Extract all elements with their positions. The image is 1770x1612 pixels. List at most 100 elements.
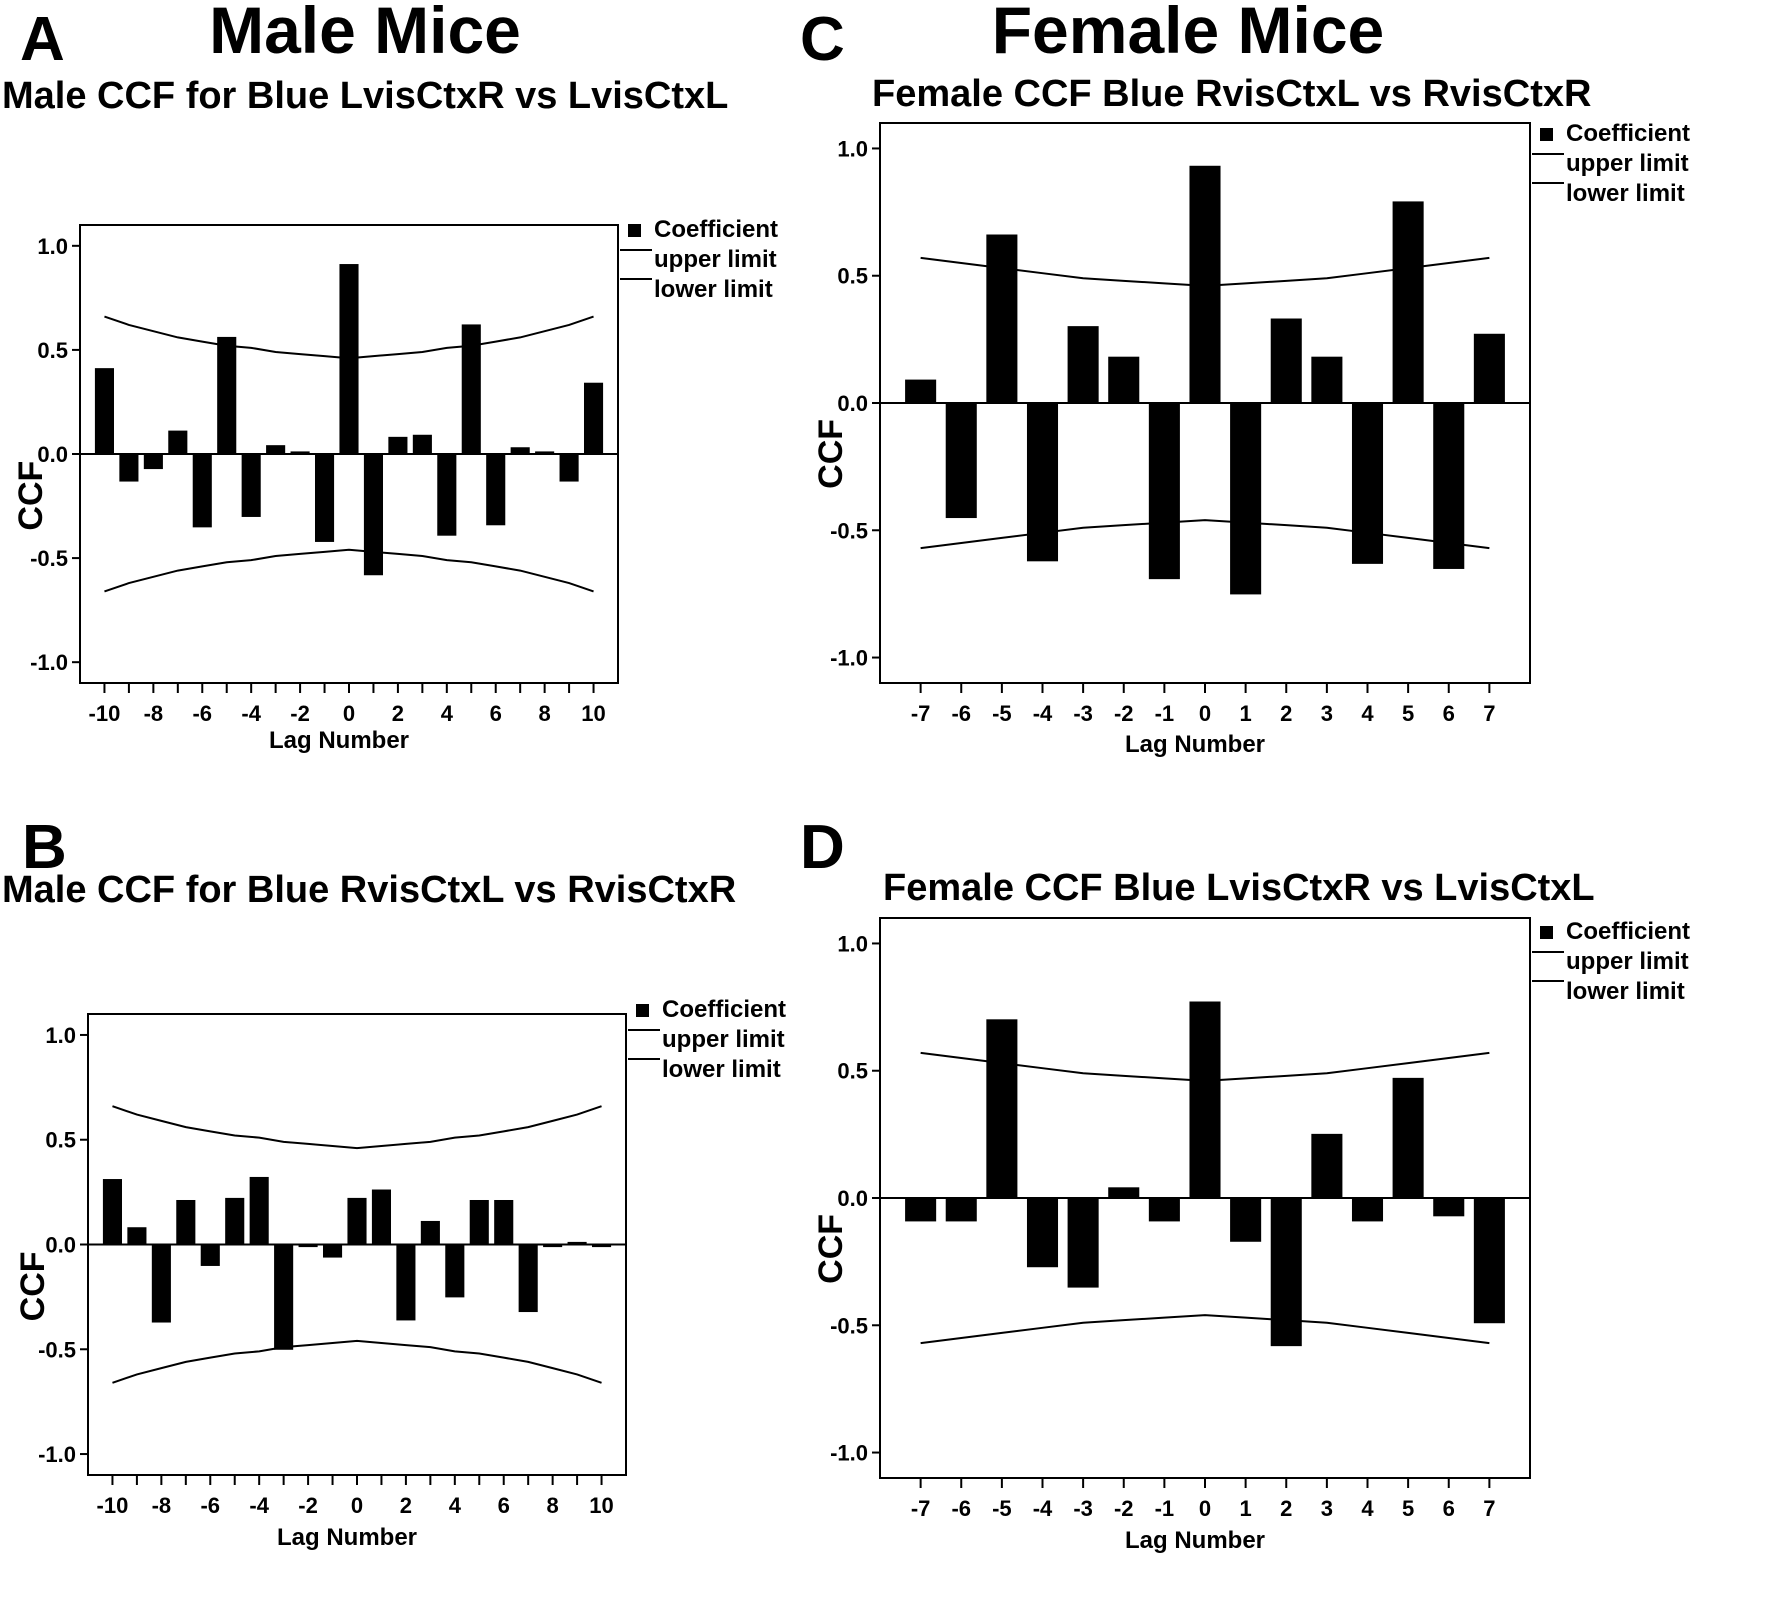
coefficient-bar xyxy=(127,1227,147,1245)
x-tick-label: 6 xyxy=(498,1493,510,1518)
coefficient-bar xyxy=(437,453,457,536)
x-tick-label: -4 xyxy=(1033,701,1053,726)
panel-a-chart: 1.0 0.5 0.0 -0.5 -1.0 -10 -8 -6 -4 -2 0 2 4 6 8 10 Lag N… xyxy=(12,216,778,754)
y-tick-label: 0.5 xyxy=(37,338,68,363)
coefficient-bar xyxy=(200,1244,220,1266)
legend-coefficient-marker xyxy=(636,1004,649,1017)
coefficient-bar xyxy=(1026,1197,1059,1268)
y-axis-label: CCF xyxy=(812,1214,850,1284)
x-tick-label: 2 xyxy=(400,1493,412,1518)
x-tick-label: -6 xyxy=(192,701,212,726)
x-tick-label: 6 xyxy=(490,701,502,726)
coefficient-bar xyxy=(1351,402,1384,564)
coefficient-bar xyxy=(1148,1197,1180,1222)
coefficient-bar xyxy=(266,445,286,455)
coefficient-bar xyxy=(1026,402,1059,562)
legend-upper-label: upper limit xyxy=(662,1026,785,1053)
x-axis-label: Lag Number xyxy=(277,1524,417,1551)
legend-coefficient-label: Coefficient xyxy=(654,216,778,243)
coefficient-bar xyxy=(241,453,261,517)
lower-limit-line xyxy=(112,1339,602,1384)
y-tick-label: -0.5 xyxy=(38,1337,76,1362)
x-tick-label: 4 xyxy=(449,1493,462,1518)
upper-limit-line xyxy=(104,315,594,360)
coefficient-bar xyxy=(298,1244,318,1248)
coefficient-bar xyxy=(486,453,506,526)
x-tick-label: 1 xyxy=(1240,701,1252,726)
coefficient-bar xyxy=(339,264,359,455)
legend-coefficient-marker xyxy=(1540,128,1553,141)
coefficient-bar xyxy=(143,453,163,470)
coefficient-bar xyxy=(945,1197,977,1222)
panel-c-chart: 1.0 0.5 0.0 -0.5 -1.0 -7 -6 -5 -4 -3 -2 -1 0 1 2 3 4 5 6 7 L… xyxy=(812,120,1690,758)
coefficient-bar xyxy=(986,1019,1018,1199)
x-tick-label: 7 xyxy=(1483,701,1495,726)
x-tick-label: 7 xyxy=(1483,1496,1495,1521)
y-tick-label: -1.0 xyxy=(830,646,868,671)
x-tick-label: -8 xyxy=(152,1493,172,1518)
panel-c-title: Female CCF Blue RvisCtxL vs RvisCtxR xyxy=(872,73,1591,115)
x-tick-label: -1 xyxy=(1155,701,1175,726)
female-mice-heading: Female Mice xyxy=(992,0,1385,67)
x-tick-label: 3 xyxy=(1321,1496,1333,1521)
legend-lower-label: lower limit xyxy=(654,276,773,303)
coefficient-bar xyxy=(347,1197,367,1246)
legend-lower-label: lower limit xyxy=(1566,180,1685,207)
y-tick-label: 0.0 xyxy=(45,1233,76,1258)
coefficient-bar xyxy=(1270,1197,1302,1347)
x-tick-label: -5 xyxy=(992,701,1012,726)
x-tick-label: 4 xyxy=(441,701,454,726)
x-tick-label: 8 xyxy=(539,701,551,726)
coefficient-bar xyxy=(905,379,937,404)
upper-limit-line xyxy=(112,1105,602,1150)
coefficient-bar xyxy=(1108,1187,1140,1199)
lower-limit-line xyxy=(920,1314,1490,1345)
panel-letter-c: C xyxy=(800,5,845,74)
x-tick-label: 2 xyxy=(1280,1496,1292,1521)
panel-d-chart: 1.0 0.5 0.0 -0.5 -1.0 -7 -6 -5 -4 -3 -2 -1 0 1 2 3 4 5 6 7 L… xyxy=(812,917,1690,1554)
y-tick-label: 0.5 xyxy=(837,1059,868,1084)
y-tick-label: 0.5 xyxy=(45,1128,76,1153)
coefficient-bar xyxy=(119,453,139,482)
panel-b-title: Male CCF for Blue RvisCtxL vs RvisCtxR xyxy=(2,869,736,911)
coefficient-bar xyxy=(225,1197,245,1246)
x-tick-label: -3 xyxy=(1073,701,1093,726)
legend-coefficient-label: Coefficient xyxy=(662,996,786,1023)
coefficient-bar xyxy=(510,447,530,455)
panel-letter-b: B xyxy=(22,813,67,882)
coefficient-bar xyxy=(1351,1197,1384,1222)
upper-limit-line xyxy=(920,1051,1490,1082)
panel-b-chart: 1.0 0.5 0.0 -0.5 -1.0 -10 -8 -6 -4 -2 0 2 4 6 8 10 Lag N… xyxy=(14,996,786,1551)
coefficient-bar xyxy=(290,451,310,455)
coefficient-bar xyxy=(1148,402,1180,580)
coefficient-bar xyxy=(388,436,408,455)
coefficient-bar xyxy=(176,1199,196,1246)
x-tick-label: -7 xyxy=(911,1496,931,1521)
y-tick-label: -1.0 xyxy=(30,650,68,675)
x-tick-label: 0 xyxy=(343,701,355,726)
y-tick-label: 0.5 xyxy=(837,264,868,289)
coefficient-bar xyxy=(1433,1197,1465,1217)
coefficient-bar xyxy=(102,1179,123,1245)
coefficient-bar xyxy=(543,1244,563,1248)
coefficient-bar xyxy=(469,1199,489,1246)
x-tick-label: -2 xyxy=(1114,701,1134,726)
x-tick-label: -1 xyxy=(1155,1496,1175,1521)
y-tick-label: -0.5 xyxy=(30,546,68,571)
coefficient-bar xyxy=(168,430,188,455)
x-tick-label: -6 xyxy=(200,1493,220,1518)
y-tick-label: 1.0 xyxy=(37,234,68,259)
x-tick-label: 5 xyxy=(1402,701,1414,726)
coefficient-bar xyxy=(1392,201,1424,404)
x-tick-label: 5 xyxy=(1402,1496,1414,1521)
x-tick-label: -5 xyxy=(992,1496,1012,1521)
coefficient-bar xyxy=(1311,356,1343,404)
legend-lower-label: lower limit xyxy=(1566,978,1685,1005)
coefficient-bar xyxy=(396,1244,416,1321)
y-axis-label: CCF xyxy=(14,1251,52,1321)
x-tick-label: 4 xyxy=(1361,701,1374,726)
legend-upper-label: upper limit xyxy=(1566,150,1689,177)
x-tick-label: -10 xyxy=(89,701,121,726)
x-tick-label: 6 xyxy=(1443,1496,1455,1521)
legend-coefficient-marker xyxy=(1540,926,1553,939)
